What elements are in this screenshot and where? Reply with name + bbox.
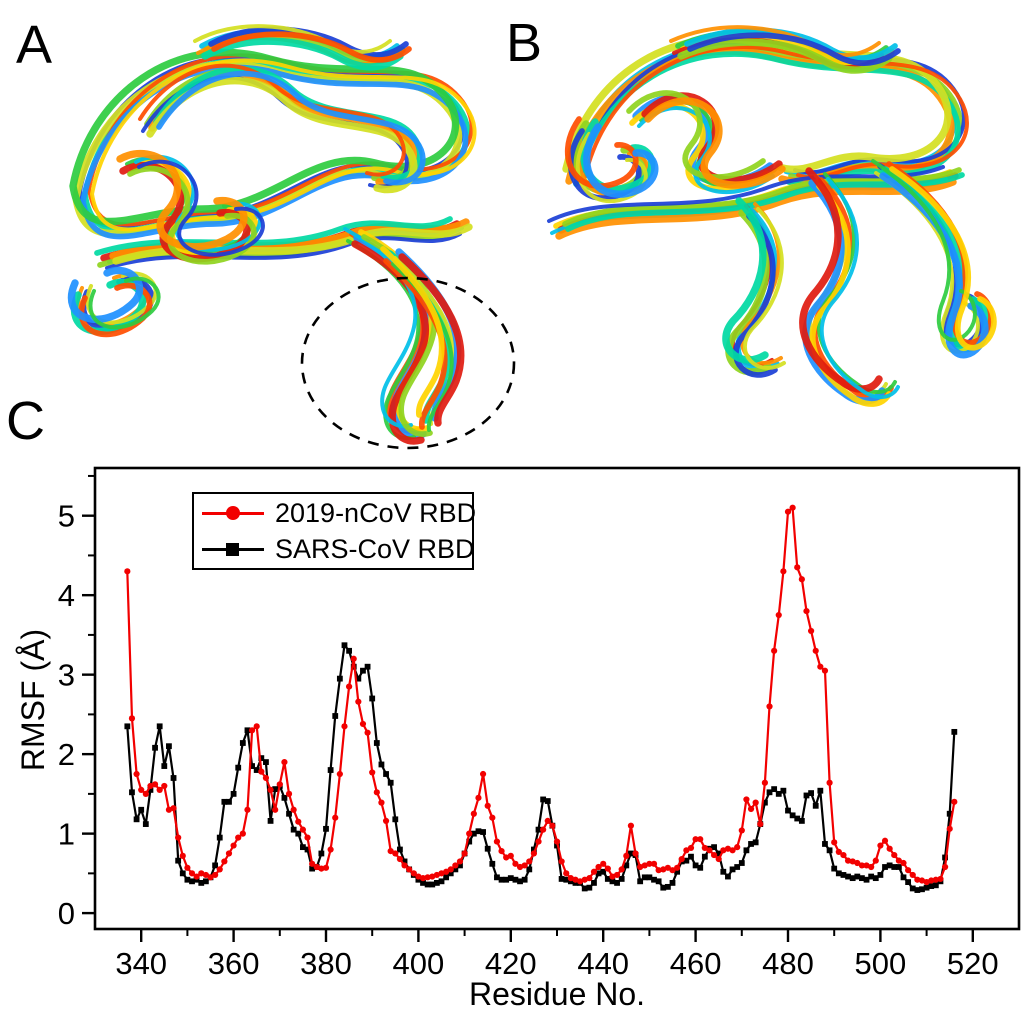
svg-text:480: 480 xyxy=(762,946,814,981)
svg-text:520: 520 xyxy=(947,946,999,981)
panel-a-label: A xyxy=(16,15,53,75)
svg-text:3: 3 xyxy=(58,658,75,693)
svg-text:460: 460 xyxy=(670,946,722,981)
y-axis-ticks: 0 1 2 3 4 5 xyxy=(58,474,95,931)
svg-text:0: 0 xyxy=(58,896,75,931)
legend-black-square-marker xyxy=(226,542,239,556)
legend-item-sars-cov: SARS-CoV RBD xyxy=(202,533,475,565)
svg-text:440: 440 xyxy=(577,946,629,981)
legend-sample-red-line xyxy=(202,506,264,520)
svg-text:360: 360 xyxy=(208,946,260,981)
y-axis-label: RMSF (Å) xyxy=(15,629,51,771)
legend-red-circle-marker xyxy=(226,506,240,520)
svg-text:1: 1 xyxy=(58,817,75,852)
panel-c-label: C xyxy=(6,391,45,451)
dashed-ellipse-highlight xyxy=(300,276,516,450)
legend-item-2019-ncov: 2019-nCoV RBD xyxy=(202,497,476,529)
legend-sample-black-line xyxy=(202,542,264,556)
series-2019-ncov-rbd xyxy=(124,504,958,886)
panel-a-structure-ensemble xyxy=(67,24,516,450)
svg-text:2: 2 xyxy=(58,737,75,772)
svg-text:5: 5 xyxy=(58,499,75,534)
panel-b-ribbon-strands xyxy=(547,25,997,407)
x-axis-ticks: 340 360 380 400 420 440 460 480 500 520 xyxy=(115,929,999,981)
svg-text:400: 400 xyxy=(393,946,445,981)
rmsf-chart: 340 360 380 400 420 440 460 480 500 520 0 1 2 3 4 5 Res… xyxy=(15,466,1021,1012)
svg-text:340: 340 xyxy=(115,946,167,981)
x-axis-label: Residue No. xyxy=(469,976,645,1012)
chart-legend: 2019-nCoV RBD SARS-CoV RBD xyxy=(192,492,476,570)
svg-text:380: 380 xyxy=(300,946,352,981)
panel-b-label: B xyxy=(506,13,543,73)
svg-text:4: 4 xyxy=(58,578,75,613)
svg-text:500: 500 xyxy=(855,946,907,981)
svg-text:420: 420 xyxy=(485,946,537,981)
legend-label-2019-ncov: 2019-nCoV RBD xyxy=(275,497,477,528)
rmsf-chart-content: 340 360 380 400 420 440 460 480 500 520 0 1 2 3 4 5 xyxy=(58,466,1021,981)
panel-a-ribbon-strands xyxy=(67,24,477,445)
series-sars-cov-rbd xyxy=(124,642,958,893)
legend-label-sars-cov: SARS-CoV RBD xyxy=(275,533,475,564)
panel-b-structure-ensemble xyxy=(547,25,997,407)
